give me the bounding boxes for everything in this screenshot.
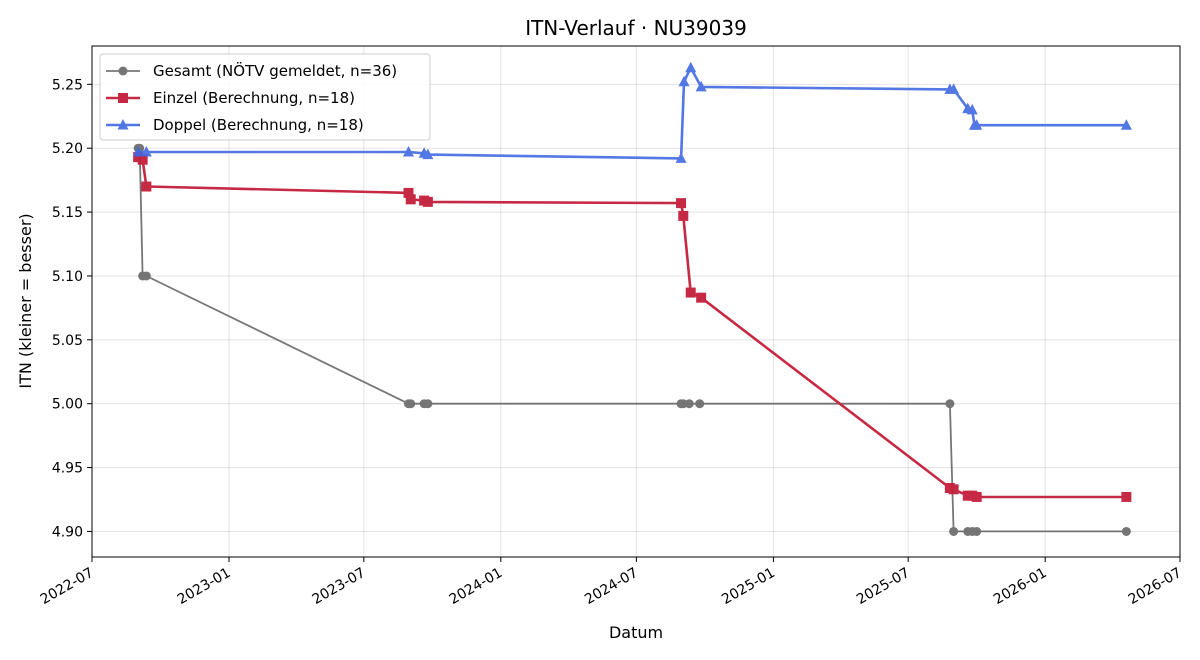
y-tick-label: 5.00 xyxy=(52,397,83,413)
series-1-point xyxy=(972,526,982,536)
chart-title: ITN-Verlauf · NU39039 xyxy=(525,16,747,40)
series-2-point xyxy=(685,287,696,298)
series-2-point xyxy=(405,194,416,205)
series-3-point xyxy=(402,146,414,157)
series-3-point xyxy=(948,83,960,94)
series-2-point xyxy=(1121,491,1132,502)
series-2 xyxy=(133,152,1132,502)
y-tick-label: 4.95 xyxy=(52,461,83,477)
legend-swatch-marker xyxy=(118,93,128,103)
series-1-point xyxy=(141,271,151,281)
y-tick-label: 5.20 xyxy=(52,141,83,157)
series-1-point xyxy=(1121,526,1131,536)
series-3-point xyxy=(695,80,707,92)
series-3-point xyxy=(678,75,690,87)
series-3-line xyxy=(138,66,1127,160)
series-1 xyxy=(133,143,1131,536)
series-1-point xyxy=(949,526,959,536)
legend-label: Gesamt (NÖTV gemeldet, n=36) xyxy=(153,61,397,80)
series-1-point xyxy=(423,399,433,409)
legend-entry-3 xyxy=(106,119,140,130)
series-1-point xyxy=(695,399,705,409)
series-2-point xyxy=(137,154,148,165)
legend-entry-2 xyxy=(106,93,140,103)
series-3 xyxy=(132,61,1132,163)
series-2-point xyxy=(422,196,433,207)
series-3-point xyxy=(140,146,152,157)
series-3-point xyxy=(971,119,983,130)
series-2-point xyxy=(948,484,959,495)
series-1-point xyxy=(945,399,955,409)
series-2-point xyxy=(141,181,152,192)
legend-label: Doppel (Berechnung, n=18) xyxy=(153,116,364,134)
y-tick-label: 5.10 xyxy=(52,269,83,285)
y-axis-label: ITN (kleiner = besser) xyxy=(16,213,35,388)
series-2-point xyxy=(676,198,687,209)
series-3-point xyxy=(966,103,978,115)
legend-entry-1 xyxy=(106,66,140,76)
y-tick-label: 5.15 xyxy=(52,205,83,221)
series-3-point xyxy=(132,146,144,157)
legend-label: Einzel (Berechnung, n=18) xyxy=(153,89,355,107)
legend-swatch-marker xyxy=(117,119,129,130)
series-3-point xyxy=(685,61,697,73)
series-2-point xyxy=(971,491,982,502)
legend-swatch-marker xyxy=(118,66,128,76)
y-tick-label: 5.05 xyxy=(52,333,83,349)
series-3-point xyxy=(675,152,687,163)
series-1-point xyxy=(684,399,694,409)
series-layer xyxy=(132,61,1132,536)
y-tick-label: 5.25 xyxy=(52,77,83,93)
series-2-point xyxy=(678,210,689,221)
series-1-point xyxy=(406,399,416,409)
series-2-point xyxy=(403,187,414,198)
legend: Gesamt (NÖTV gemeldet, n=36) Einzel (Bere… xyxy=(99,53,431,141)
series-3-point xyxy=(1120,119,1132,130)
series-2-point xyxy=(696,292,707,303)
series-3-point xyxy=(422,148,434,160)
legend-box xyxy=(99,53,431,141)
x-axis-label: Datum xyxy=(609,623,663,642)
y-tick-label: 4.90 xyxy=(52,524,83,540)
